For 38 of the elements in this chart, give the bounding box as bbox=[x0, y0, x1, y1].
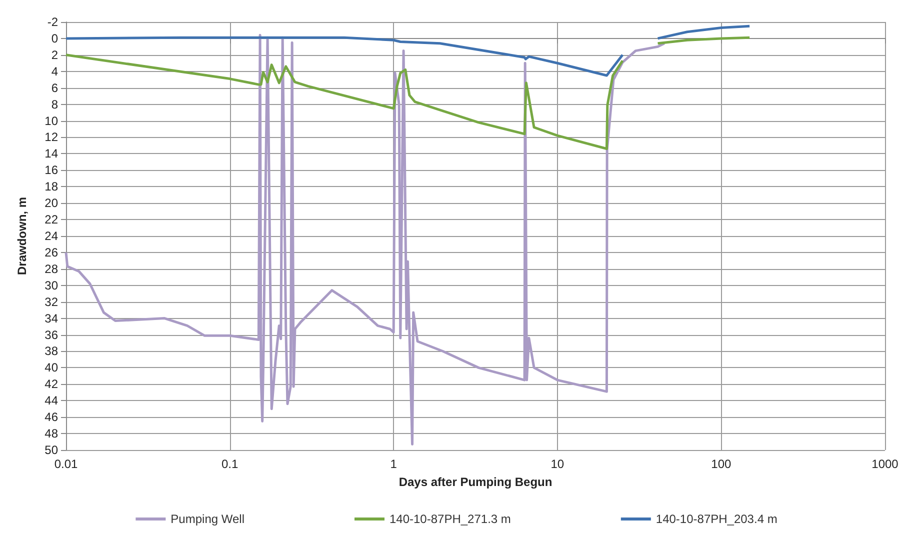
y-tick-label: 20 bbox=[44, 196, 58, 210]
y-tick-label: 38 bbox=[44, 344, 58, 358]
y-tick-label: 48 bbox=[44, 426, 58, 441]
y-tick-label: 12 bbox=[44, 130, 58, 144]
y-tick-label: 4 bbox=[51, 64, 58, 78]
y-tick-label: 8 bbox=[51, 97, 58, 112]
legend-label: Pumping Well bbox=[170, 512, 244, 526]
x-axis-title: Days after Pumping Begun bbox=[398, 475, 552, 489]
y-tick-label: 36 bbox=[44, 328, 58, 342]
x-tick-label: 0.1 bbox=[221, 457, 238, 471]
y-tick-label: 16 bbox=[44, 163, 58, 178]
y-tick-label: 44 bbox=[44, 394, 58, 408]
y-tick-label: 14 bbox=[44, 146, 58, 161]
y-tick-label: 18 bbox=[44, 180, 58, 194]
legend-label: 140-10-87PH_203.4 m bbox=[656, 512, 778, 526]
y-tick-label: 28 bbox=[44, 262, 58, 276]
y-tick-label: 24 bbox=[44, 229, 58, 243]
y-tick-label: 46 bbox=[44, 410, 58, 424]
y-tick-label: -2 bbox=[47, 15, 58, 29]
y-tick-label: 22 bbox=[44, 212, 58, 227]
y-axis-title: Drawdown, m bbox=[15, 196, 29, 276]
legend-label: 140-10-87PH_271.3 m bbox=[389, 512, 511, 526]
x-tick-label: 1000 bbox=[872, 457, 899, 471]
y-tick-label: 10 bbox=[44, 114, 58, 128]
x-tick-label: 100 bbox=[711, 457, 732, 471]
x-tick-label: 10 bbox=[550, 457, 564, 471]
y-tick-label: 0 bbox=[51, 31, 58, 46]
y-tick-label: 40 bbox=[44, 360, 58, 375]
y-tick-label: 6 bbox=[51, 80, 58, 95]
y-tick-label: 34 bbox=[44, 311, 58, 326]
y-tick-label: 30 bbox=[44, 278, 58, 292]
y-tick-label: 32 bbox=[44, 294, 58, 309]
y-tick-label: 42 bbox=[44, 377, 58, 392]
y-tick-label: 50 bbox=[44, 443, 58, 457]
x-tick-label: 1 bbox=[390, 457, 398, 471]
y-tick-label: 26 bbox=[44, 245, 58, 260]
y-tick-label: 2 bbox=[51, 48, 58, 62]
x-tick-label: 0.01 bbox=[54, 457, 78, 471]
